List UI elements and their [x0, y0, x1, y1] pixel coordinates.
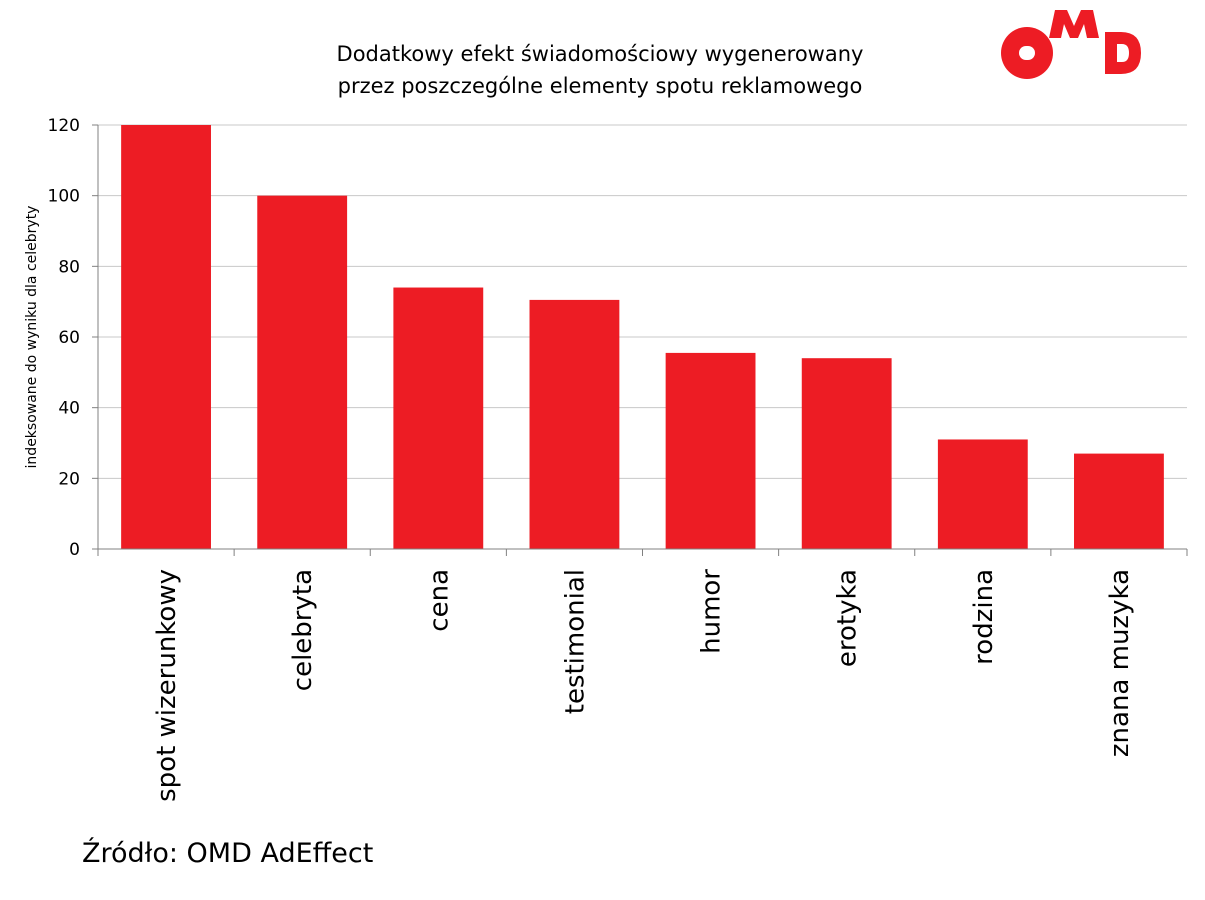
y-tick-label: 40 — [58, 399, 80, 419]
x-tick-label: testimonial — [560, 569, 590, 714]
x-tick-label: celebryta — [288, 569, 318, 691]
source-note: Źródło: OMD AdEffect — [82, 838, 374, 869]
x-tick-label: humor — [697, 569, 727, 654]
omd-logo-d — [1105, 32, 1141, 74]
chart-title-line-1: Dodatkowy efekt świadomościowy wygenerow… — [336, 42, 864, 66]
y-tick-label: 20 — [58, 469, 80, 489]
bar — [665, 352, 756, 549]
x-tick-labels: spot wizerunkowy celebryta cena testimonial… — [152, 569, 1135, 802]
bar — [393, 287, 484, 549]
axes — [92, 124, 1188, 556]
bar — [801, 358, 892, 549]
y-tick-label: 0 — [69, 540, 80, 560]
y-tick-label: 60 — [58, 328, 80, 348]
bars — [121, 125, 1164, 549]
bar — [1074, 453, 1164, 549]
y-tick-labels: 0 20 40 60 80 100 120 — [48, 116, 80, 560]
x-tick-label: spot wizerunkowy — [152, 569, 182, 802]
omd-logo — [1001, 10, 1141, 79]
y-tick-label: 120 — [48, 116, 80, 136]
y-tick-label: 80 — [58, 257, 80, 277]
y-axis-label: indeksowane do wyniku dla celebryty — [24, 206, 40, 469]
bar — [937, 439, 1028, 549]
x-tick-label: cena — [424, 569, 454, 632]
omd-logo-m — [1049, 10, 1099, 38]
bar — [529, 299, 620, 549]
bar-chart: 0 20 40 60 80 100 120 spot wizerunkowy celebryt… — [24, 116, 1188, 802]
x-tick-label: znana muzyka — [1105, 569, 1135, 757]
y-tick-label: 100 — [48, 187, 80, 207]
bar — [121, 125, 211, 549]
bar — [257, 195, 348, 549]
x-tick-label: erotyka — [833, 569, 863, 667]
omd-logo-o-hole — [1019, 46, 1035, 60]
x-tick-label: rodzina — [969, 569, 999, 665]
chart-title: Dodatkowy efekt świadomościowy wygenerow… — [230, 38, 970, 102]
chart-title-line-2: przez poszczególne elementy spotu reklam… — [337, 74, 863, 98]
